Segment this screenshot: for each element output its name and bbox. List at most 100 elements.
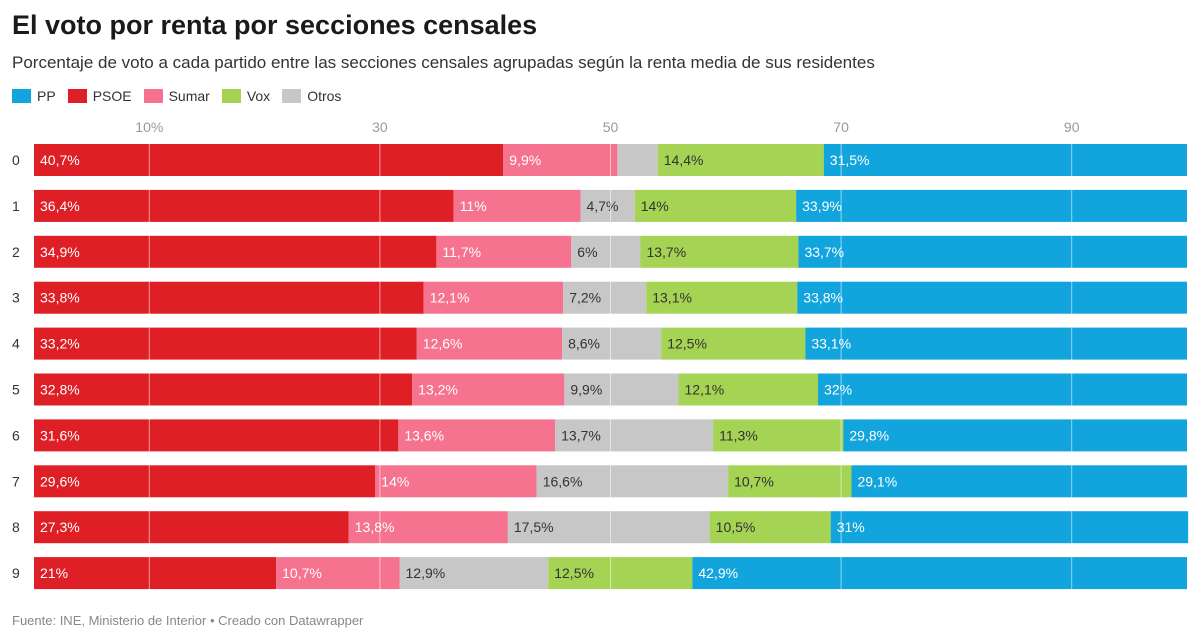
bar-psoe-8 xyxy=(34,511,349,544)
bar-pp-2 xyxy=(798,235,1187,268)
bar-vox-8 xyxy=(709,511,831,544)
bar-pp-9 xyxy=(692,557,1187,590)
data-label-otros-5: 9,9% xyxy=(570,382,602,398)
bar-sumar-6 xyxy=(398,419,556,452)
data-label-psoe-9: 21% xyxy=(40,565,68,581)
data-label-otros-2: 6% xyxy=(577,244,597,260)
data-label-otros-9: 12,9% xyxy=(406,565,446,581)
data-label-pp-5: 32% xyxy=(824,382,852,398)
bar-otros-0 xyxy=(617,144,658,176)
data-label-sumar-5: 13,2% xyxy=(418,382,458,398)
bar-sumar-0 xyxy=(503,144,618,176)
bar-pp-1 xyxy=(796,189,1187,222)
legend-item-pp[interactable]: PP xyxy=(12,88,56,104)
legend-item-psoe[interactable]: PSOE xyxy=(67,88,132,104)
bar-psoe-5 xyxy=(34,373,413,406)
data-label-psoe-5: 32,8% xyxy=(40,382,80,398)
bar-otros-6 xyxy=(555,419,714,452)
data-label-sumar-4: 12,6% xyxy=(423,336,463,352)
bar-sumar-1 xyxy=(453,189,581,222)
chart-subtitle: Porcentaje de voto a cada partido entre … xyxy=(12,53,875,72)
data-label-vox-2: 13,7% xyxy=(646,244,686,260)
data-label-vox-4: 12,5% xyxy=(667,336,707,352)
bar-otros-5 xyxy=(564,373,679,406)
data-label-vox-9: 12,5% xyxy=(554,565,594,581)
x-tick-label-70: 70 xyxy=(833,119,849,135)
data-label-vox-7: 10,7% xyxy=(734,473,774,489)
row-label-5: 5 xyxy=(12,382,20,398)
data-label-vox-1: 14% xyxy=(641,198,669,214)
row-label-0: 0 xyxy=(12,152,20,168)
data-label-otros-1: 4,7% xyxy=(587,198,619,214)
bar-pp-7 xyxy=(851,465,1187,498)
row-label-1: 1 xyxy=(12,198,20,214)
legend-label-sumar: Sumar xyxy=(168,88,210,104)
bar-psoe-6 xyxy=(34,419,399,452)
data-label-pp-3: 33,8% xyxy=(803,290,843,306)
legend-swatch-otros xyxy=(282,89,302,103)
data-label-pp-0: 31,5% xyxy=(830,152,870,168)
data-label-pp-7: 29,1% xyxy=(857,473,897,489)
source-footer: Fuente: INE, Ministerio de Interior • Cr… xyxy=(12,613,364,628)
data-label-otros-4: 8,6% xyxy=(568,336,600,352)
x-tick-label-10: 10% xyxy=(135,119,163,135)
bar-vox-1 xyxy=(634,189,797,222)
bar-otros-1 xyxy=(580,189,635,222)
bar-vox-0 xyxy=(657,144,824,176)
row-label-7: 7 xyxy=(12,473,20,489)
bar-vox-7 xyxy=(728,465,852,498)
bar-vox-4 xyxy=(661,327,806,360)
legend: PP PSOE Sumar Vox Otros xyxy=(12,88,353,104)
data-label-sumar-8: 13,8% xyxy=(355,519,395,535)
bar-vox-2 xyxy=(640,235,799,268)
bar-sumar-3 xyxy=(423,281,564,314)
data-label-psoe-1: 36,4% xyxy=(40,198,80,214)
x-tick-label-50: 50 xyxy=(603,119,619,135)
bar-vox-6 xyxy=(713,419,844,452)
data-label-sumar-2: 11,7% xyxy=(442,244,481,260)
legend-item-otros[interactable]: Otros xyxy=(282,88,341,104)
bar-psoe-0 xyxy=(34,144,504,176)
data-label-psoe-0: 40,7% xyxy=(40,152,80,168)
data-label-pp-2: 33,7% xyxy=(804,244,844,260)
row-label-6: 6 xyxy=(12,427,20,443)
data-label-sumar-7: 14% xyxy=(381,473,409,489)
data-label-psoe-7: 29,6% xyxy=(40,473,80,489)
legend-label-vox: Vox xyxy=(246,88,271,104)
row-label-2: 2 xyxy=(12,244,20,260)
legend-item-sumar[interactable]: Sumar xyxy=(143,88,210,104)
row-label-3: 3 xyxy=(12,290,20,306)
bar-pp-0 xyxy=(823,144,1187,176)
data-label-vox-6: 11,3% xyxy=(719,427,758,443)
data-label-otros-6: 13,7% xyxy=(561,427,601,443)
bar-otros-2 xyxy=(571,235,641,268)
legend-item-vox[interactable]: Vox xyxy=(221,88,271,104)
bar-psoe-4 xyxy=(34,327,417,360)
bar-vox-5 xyxy=(678,373,819,406)
bar-psoe-7 xyxy=(34,465,376,498)
data-label-pp-9: 42,9% xyxy=(698,565,738,581)
bar-sumar-2 xyxy=(436,235,572,268)
data-label-sumar-3: 12,1% xyxy=(430,290,470,306)
bar-otros-4 xyxy=(562,327,662,360)
data-label-psoe-2: 34,9% xyxy=(40,244,80,260)
legend-label-psoe: PSOE xyxy=(92,88,132,104)
bar-pp-8 xyxy=(830,511,1189,544)
bar-otros-8 xyxy=(507,511,710,544)
data-label-sumar-1: 11% xyxy=(460,198,487,214)
data-label-pp-8: 31% xyxy=(837,519,865,535)
bar-psoe-2 xyxy=(34,235,437,268)
data-label-psoe-6: 31,6% xyxy=(40,427,80,443)
bar-pp-3 xyxy=(797,281,1187,314)
legend-swatch-pp xyxy=(12,89,31,103)
bar-psoe-1 xyxy=(34,189,454,222)
bar-otros-9 xyxy=(399,557,549,590)
bar-psoe-3 xyxy=(34,281,424,314)
data-label-otros-3: 7,2% xyxy=(569,290,601,306)
legend-swatch-sumar xyxy=(143,89,163,103)
chart-title: El voto por renta por secciones censales xyxy=(12,10,538,40)
bar-vox-9 xyxy=(548,557,693,590)
data-label-pp-4: 33,1% xyxy=(811,336,851,352)
data-label-pp-1: 33,9% xyxy=(802,198,842,214)
data-label-pp-6: 29,8% xyxy=(849,427,889,443)
